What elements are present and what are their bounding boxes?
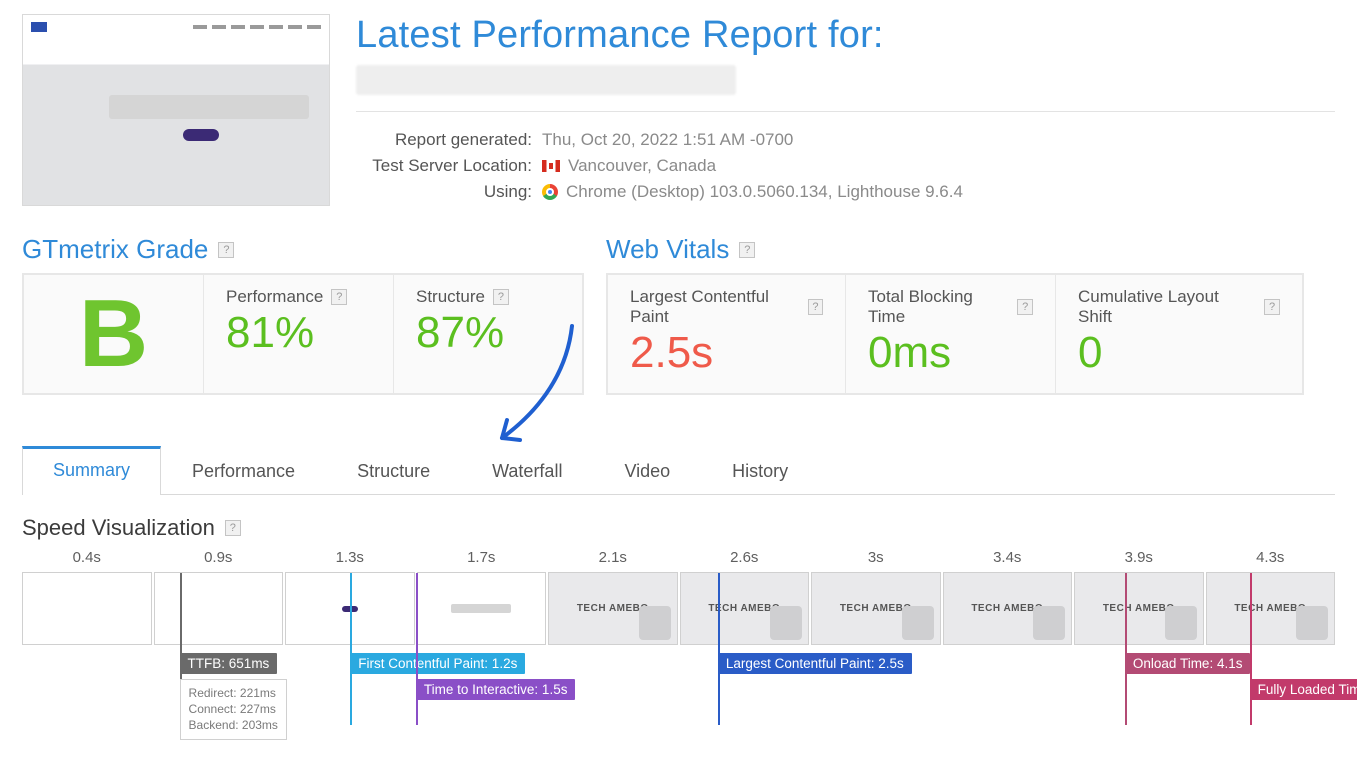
meta-location-value: Vancouver, Canada bbox=[568, 156, 716, 176]
tab-summary[interactable]: Summary bbox=[22, 446, 161, 495]
frame-time: 4.3s bbox=[1206, 549, 1336, 566]
cls-label: Cumulative Layout Shift bbox=[1078, 287, 1256, 327]
filmstrip-frame: 2.6s TECH AMEBO bbox=[680, 549, 810, 645]
help-icon[interactable]: ? bbox=[493, 289, 509, 305]
help-icon[interactable]: ? bbox=[1264, 299, 1280, 315]
tested-url-redacted bbox=[356, 65, 736, 95]
tbt-value: 0ms bbox=[868, 329, 1033, 377]
marker-label-full: Fully Loaded Time: 4.3s bbox=[1250, 679, 1357, 700]
help-icon[interactable]: ? bbox=[808, 299, 823, 315]
speedvis-heading: Speed Visualization bbox=[22, 515, 215, 541]
frame-thumbnail: TECH AMEBO bbox=[680, 572, 810, 645]
meta-generated-value: Thu, Oct 20, 2022 1:51 AM -0700 bbox=[542, 130, 793, 150]
ttfb-breakdown: Redirect: 221msConnect: 227msBackend: 20… bbox=[180, 679, 287, 740]
frame-time: 1.7s bbox=[417, 549, 547, 566]
marker-label-tti: Time to Interactive: 1.5s bbox=[416, 679, 576, 700]
grade-box: B Performance? 81% Structure? 87% bbox=[22, 273, 584, 395]
vitals-box: Largest Contentful Paint? 2.5s Total Blo… bbox=[606, 273, 1304, 395]
frame-time: 0.9s bbox=[154, 549, 284, 566]
frame-thumbnail bbox=[417, 572, 547, 645]
marker-lcp: Largest Contentful Paint: 2.5s bbox=[718, 573, 720, 725]
tab-structure[interactable]: Structure bbox=[326, 446, 461, 495]
lcp-value: 2.5s bbox=[630, 329, 823, 377]
tab-waterfall[interactable]: Waterfall bbox=[461, 446, 593, 495]
frame-thumbnail: TECH AMEBO bbox=[1074, 572, 1204, 645]
frame-time: 2.6s bbox=[680, 549, 810, 566]
frame-thumbnail: TECH AMEBO bbox=[1206, 572, 1336, 645]
chrome-icon bbox=[542, 184, 558, 200]
vitals-heading: Web Vitals bbox=[606, 234, 729, 265]
cls-value: 0 bbox=[1078, 329, 1280, 377]
perf-label: Performance bbox=[226, 287, 323, 307]
frame-thumbnail: TECH AMEBO bbox=[811, 572, 941, 645]
frame-thumbnail: TECH AMEBO bbox=[943, 572, 1073, 645]
report-tabs: Summary Performance Structure Waterfall … bbox=[22, 445, 1335, 495]
meta-using-label: Using: bbox=[356, 182, 532, 202]
marker-tti: Time to Interactive: 1.5s bbox=[416, 573, 418, 725]
frame-time: 1.3s bbox=[285, 549, 415, 566]
marker-label-lcp: Largest Contentful Paint: 2.5s bbox=[718, 653, 912, 674]
marker-onload: Onload Time: 4.1s bbox=[1125, 573, 1127, 725]
tab-video[interactable]: Video bbox=[593, 446, 701, 495]
marker-label-fcp: First Contentful Paint: 1.2s bbox=[350, 653, 525, 674]
struct-value: 87% bbox=[416, 309, 560, 357]
tbt-label: Total Blocking Time bbox=[868, 287, 1009, 327]
filmstrip-frame: 0.4s bbox=[22, 549, 152, 645]
speed-visualization: 0.4s0.9s1.3s1.7s2.1sTECH AMEBO2.6sTECH A… bbox=[22, 549, 1335, 725]
help-icon[interactable]: ? bbox=[218, 242, 234, 258]
filmstrip-frame: 0.9s bbox=[154, 549, 284, 645]
frame-thumbnail bbox=[154, 572, 284, 645]
struct-label: Structure bbox=[416, 287, 485, 307]
help-icon[interactable]: ? bbox=[331, 289, 347, 305]
frame-time: 3s bbox=[811, 549, 941, 566]
marker-fcp: First Contentful Paint: 1.2s bbox=[350, 573, 352, 725]
filmstrip-frame: 3.9s TECH AMEBO bbox=[1074, 549, 1204, 645]
grade-letter: B bbox=[24, 275, 204, 393]
frame-thumbnail: TECH AMEBO bbox=[548, 572, 678, 645]
filmstrip-frame: 3s TECH AMEBO bbox=[811, 549, 941, 645]
grade-heading: GTmetrix Grade bbox=[22, 234, 208, 265]
marker-full: Fully Loaded Time: 4.3s bbox=[1250, 573, 1252, 725]
filmstrip-frame: 4.3s TECH AMEBO bbox=[1206, 549, 1336, 645]
filmstrip-frame: 3.4s TECH AMEBO bbox=[943, 549, 1073, 645]
help-icon[interactable]: ? bbox=[225, 520, 241, 536]
meta-generated-label: Report generated: bbox=[356, 130, 532, 150]
help-icon[interactable]: ? bbox=[1017, 299, 1033, 315]
page-title: Latest Performance Report for: bbox=[356, 14, 1335, 57]
frame-time: 2.1s bbox=[548, 549, 678, 566]
meta-location-label: Test Server Location: bbox=[356, 156, 532, 176]
lcp-label: Largest Contentful Paint bbox=[630, 287, 800, 327]
frame-time: 0.4s bbox=[22, 549, 152, 566]
help-icon[interactable]: ? bbox=[739, 242, 755, 258]
meta-using-value: Chrome (Desktop) 103.0.5060.134, Lightho… bbox=[566, 182, 963, 202]
frame-thumbnail bbox=[22, 572, 152, 645]
perf-value: 81% bbox=[226, 309, 371, 357]
filmstrip-frame: 1.7s bbox=[417, 549, 547, 645]
tab-history[interactable]: History bbox=[701, 446, 819, 495]
tab-performance[interactable]: Performance bbox=[161, 446, 326, 495]
frame-time: 3.4s bbox=[943, 549, 1073, 566]
marker-label-onload: Onload Time: 4.1s bbox=[1125, 653, 1251, 674]
filmstrip-frame: 2.1s TECH AMEBO bbox=[548, 549, 678, 645]
frame-time: 3.9s bbox=[1074, 549, 1204, 566]
site-thumbnail bbox=[22, 14, 330, 206]
marker-label-ttfb: TTFB: 651ms bbox=[180, 653, 278, 674]
flag-canada-icon bbox=[542, 160, 560, 172]
